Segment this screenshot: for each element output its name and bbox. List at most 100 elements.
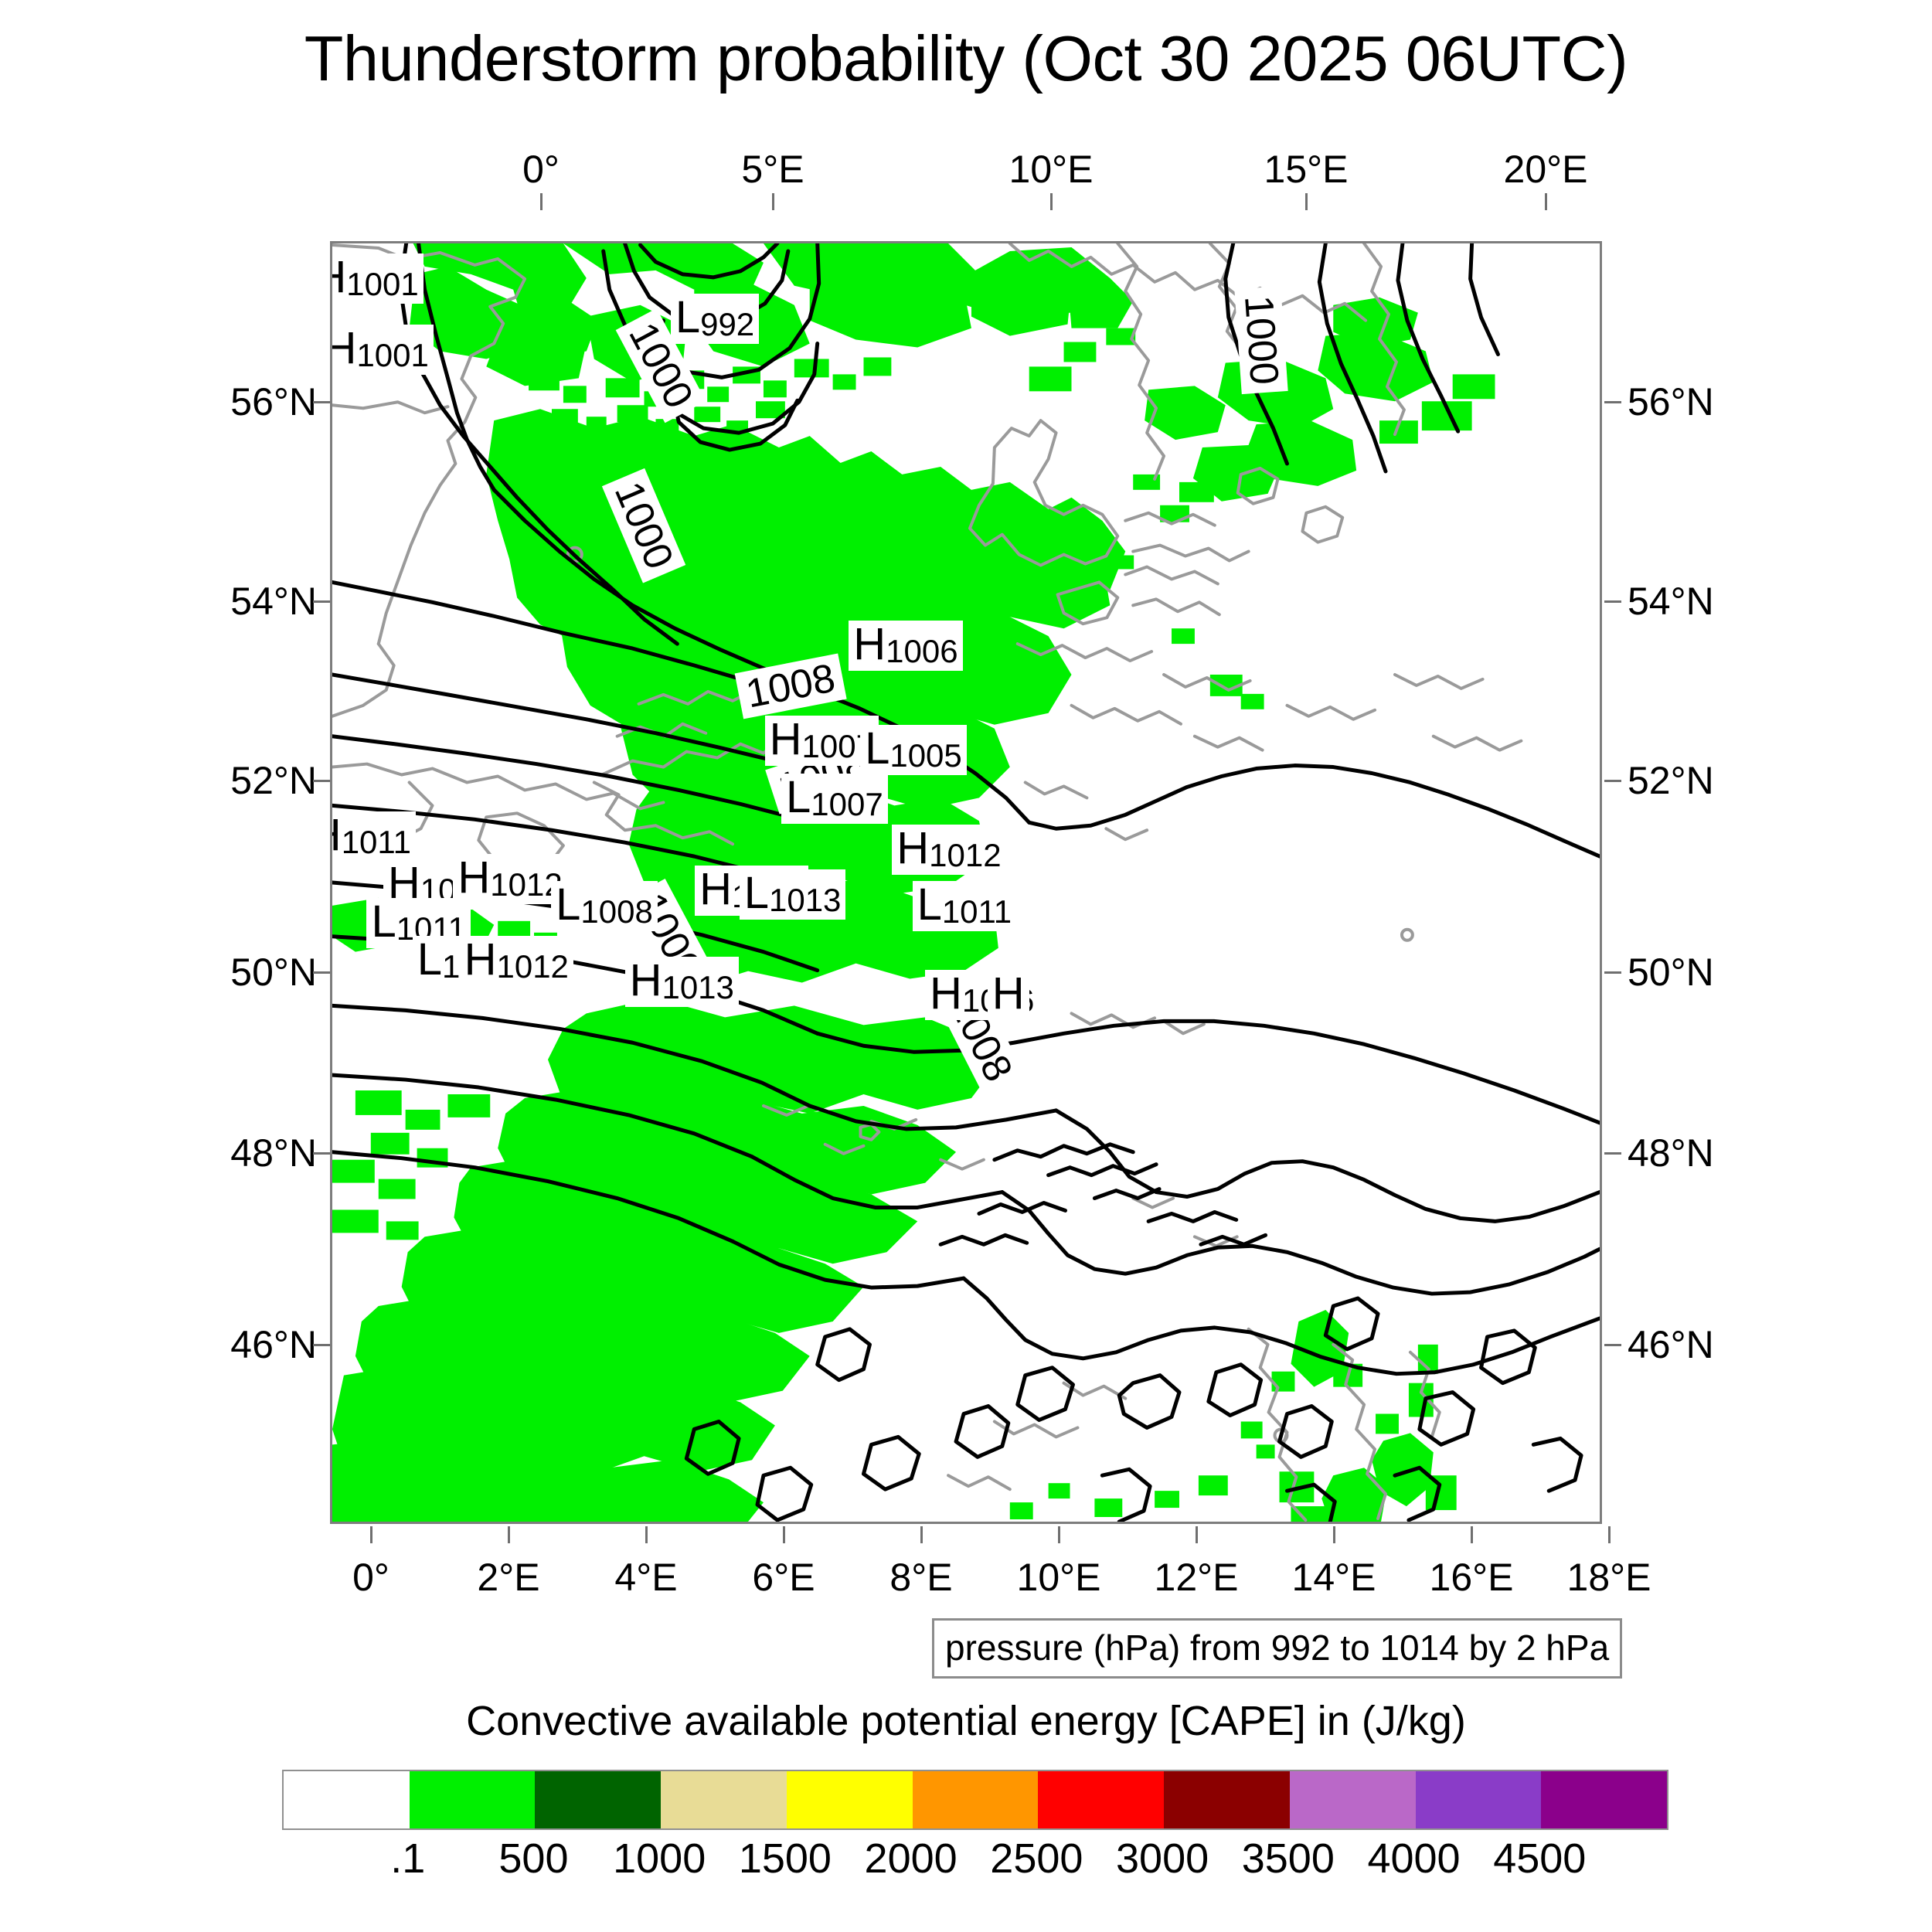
pressure-center-type: H	[332, 323, 356, 373]
page-title: Thunderstorm probability (Oct 30 2025 06…	[304, 22, 1628, 94]
colorbar-swatch-9[interactable]	[1415, 1771, 1542, 1828]
lon-label-bottom: 12°E	[1154, 1556, 1239, 1599]
colorbar-swatch-5[interactable]	[912, 1771, 1039, 1828]
colorbar-swatch-1[interactable]	[409, 1771, 536, 1828]
pressure-center-marker: H1013	[624, 954, 739, 1008]
pressure-center-type: H	[853, 619, 886, 670]
colorbar-tick-label: 1000	[613, 1835, 706, 1882]
pressure-center-value: 1008	[580, 893, 653, 930]
colorbar-tick-label: .1	[390, 1835, 426, 1882]
lon-tick-bottom	[1058, 1526, 1060, 1543]
map-plot-area[interactable]: 1000100010001000100810081008 H1001H1001L…	[330, 241, 1602, 1524]
colorbar-swatch-3[interactable]	[661, 1771, 787, 1828]
lon-label-bottom: 10°E	[1016, 1556, 1101, 1599]
pressure-center-type: H	[464, 934, 497, 985]
colorbar-tick-label: 1500	[738, 1835, 832, 1882]
pressure-center-marker: L992	[670, 291, 760, 344]
cape-shading-layer	[332, 243, 1495, 1522]
pressure-center-value: 1007	[811, 785, 883, 822]
pressure-center-value: 1012	[929, 837, 1002, 874]
pressure-center-type: H	[629, 954, 662, 1005]
lat-label-left: 56°N	[230, 380, 317, 423]
lon-label-top: 5°E	[741, 148, 804, 191]
pressure-center-marker: H1012	[892, 822, 1006, 876]
lon-label-top: 0°	[522, 148, 560, 191]
colorbar-swatch-7[interactable]	[1164, 1771, 1290, 1828]
map-canvas	[332, 243, 1600, 1522]
pressure-center-value: 1012	[496, 948, 569, 985]
pressure-center-value: 1012	[490, 866, 563, 903]
lon-label-bottom: 6°E	[752, 1556, 815, 1599]
pressure-center-value: 1011	[341, 824, 412, 861]
lat-tick-right	[1604, 971, 1621, 974]
colorbar-swatch-0[interactable]	[284, 1771, 410, 1828]
lon-tick-bottom	[1608, 1526, 1611, 1543]
lat-label-right: 50°N	[1628, 951, 1714, 994]
pressure-center-type: H	[769, 713, 802, 764]
pressure-center-type: H	[332, 252, 346, 302]
pressure-center-type: L	[675, 291, 701, 342]
pressure-center-type: H	[896, 822, 930, 873]
lon-label-bottom: 8°E	[889, 1556, 953, 1599]
lat-tick-right	[1604, 600, 1621, 603]
lat-tick-left	[313, 1152, 330, 1155]
lat-label-right: 46°N	[1628, 1323, 1714, 1366]
cape-colorbar-labels: .1 500 1000 1500 2000 2500 3000 3500 4000 4500	[282, 1835, 1665, 1889]
pressure-center-marker: L1013	[739, 868, 846, 920]
pressure-center-value: 1001	[356, 336, 429, 373]
lat-label-right: 56°N	[1628, 380, 1714, 423]
pressure-center-value: 1005	[889, 736, 962, 774]
colorbar-tick-label: 500	[498, 1835, 569, 1882]
pressure-center-type: L	[786, 771, 811, 822]
pressure-center-type: H	[992, 968, 1025, 1019]
pressure-center-type: L	[917, 879, 942, 930]
pressure-center-value: 1013	[662, 969, 734, 1006]
lat-label-left: 46°N	[230, 1323, 317, 1366]
lon-tick-bottom	[1333, 1526, 1335, 1543]
pressure-center-marker: H1011	[332, 810, 417, 862]
colorbar-swatch-10[interactable]	[1541, 1771, 1668, 1828]
lat-tick-left	[313, 780, 330, 782]
pressure-center-value: 1011	[941, 893, 1012, 930]
pressure-center-type: H	[332, 810, 342, 860]
lat-label-right: 52°N	[1628, 759, 1714, 802]
pressure-center-type: L	[865, 723, 890, 774]
lon-tick-top	[772, 193, 774, 210]
colorbar-caption: Convective available potential energy [C…	[466, 1698, 1466, 1744]
pressure-center-marker: H1001	[332, 323, 434, 375]
colorbar-swatch-6[interactable]	[1038, 1771, 1165, 1828]
pressure-center-marker: H	[987, 968, 1029, 1020]
lon-label-bottom: 0°	[352, 1556, 389, 1599]
pressure-contour-note: pressure (hPa) from 992 to 1014 by 2 hPa	[932, 1618, 1623, 1679]
lon-tick-bottom	[508, 1526, 510, 1543]
lon-tick-bottom	[920, 1526, 923, 1543]
lon-label-bottom: 16°E	[1429, 1556, 1514, 1599]
lon-label-bottom: 18°E	[1566, 1556, 1651, 1599]
colorbar-swatch-4[interactable]	[786, 1771, 913, 1828]
lat-tick-right	[1604, 780, 1621, 782]
pressure-center-value: 1001	[346, 266, 419, 303]
lat-tick-right	[1604, 1152, 1621, 1155]
pressure-center-marker: H1012	[459, 934, 573, 987]
lat-tick-right	[1604, 401, 1621, 403]
cape-colorbar[interactable]	[282, 1770, 1668, 1830]
pressure-center-marker: L1011	[912, 879, 1017, 932]
colorbar-tick-label: 3000	[1116, 1835, 1209, 1882]
pressure-center-marker: H1001	[332, 252, 423, 304]
pressure-center-type: H	[457, 852, 491, 903]
colorbar-tick-label: 2500	[990, 1835, 1083, 1882]
lon-tick-bottom	[1196, 1526, 1198, 1543]
lon-tick-top	[540, 193, 543, 210]
lat-label-left: 52°N	[230, 759, 317, 802]
lat-tick-left	[313, 971, 330, 974]
lon-tick-top	[1050, 193, 1053, 210]
pressure-center-type: L	[743, 868, 769, 919]
lon-label-bottom: 2°E	[477, 1556, 540, 1599]
pressure-center-marker: H1012	[453, 852, 567, 905]
colorbar-swatch-2[interactable]	[535, 1771, 662, 1828]
lat-tick-left	[313, 600, 330, 603]
pressure-center-value: 1006	[886, 633, 958, 670]
colorbar-swatch-8[interactable]	[1289, 1771, 1416, 1828]
lon-label-top: 20°E	[1503, 148, 1588, 191]
